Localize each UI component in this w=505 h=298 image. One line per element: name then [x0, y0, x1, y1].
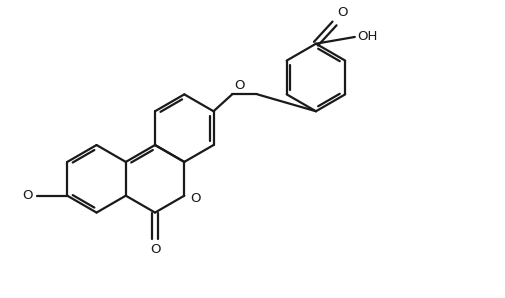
- Text: O: O: [22, 189, 33, 202]
- Text: OH: OH: [357, 30, 377, 44]
- Text: O: O: [190, 192, 200, 205]
- Text: O: O: [149, 243, 160, 256]
- Text: O: O: [336, 7, 347, 19]
- Text: O: O: [234, 79, 244, 92]
